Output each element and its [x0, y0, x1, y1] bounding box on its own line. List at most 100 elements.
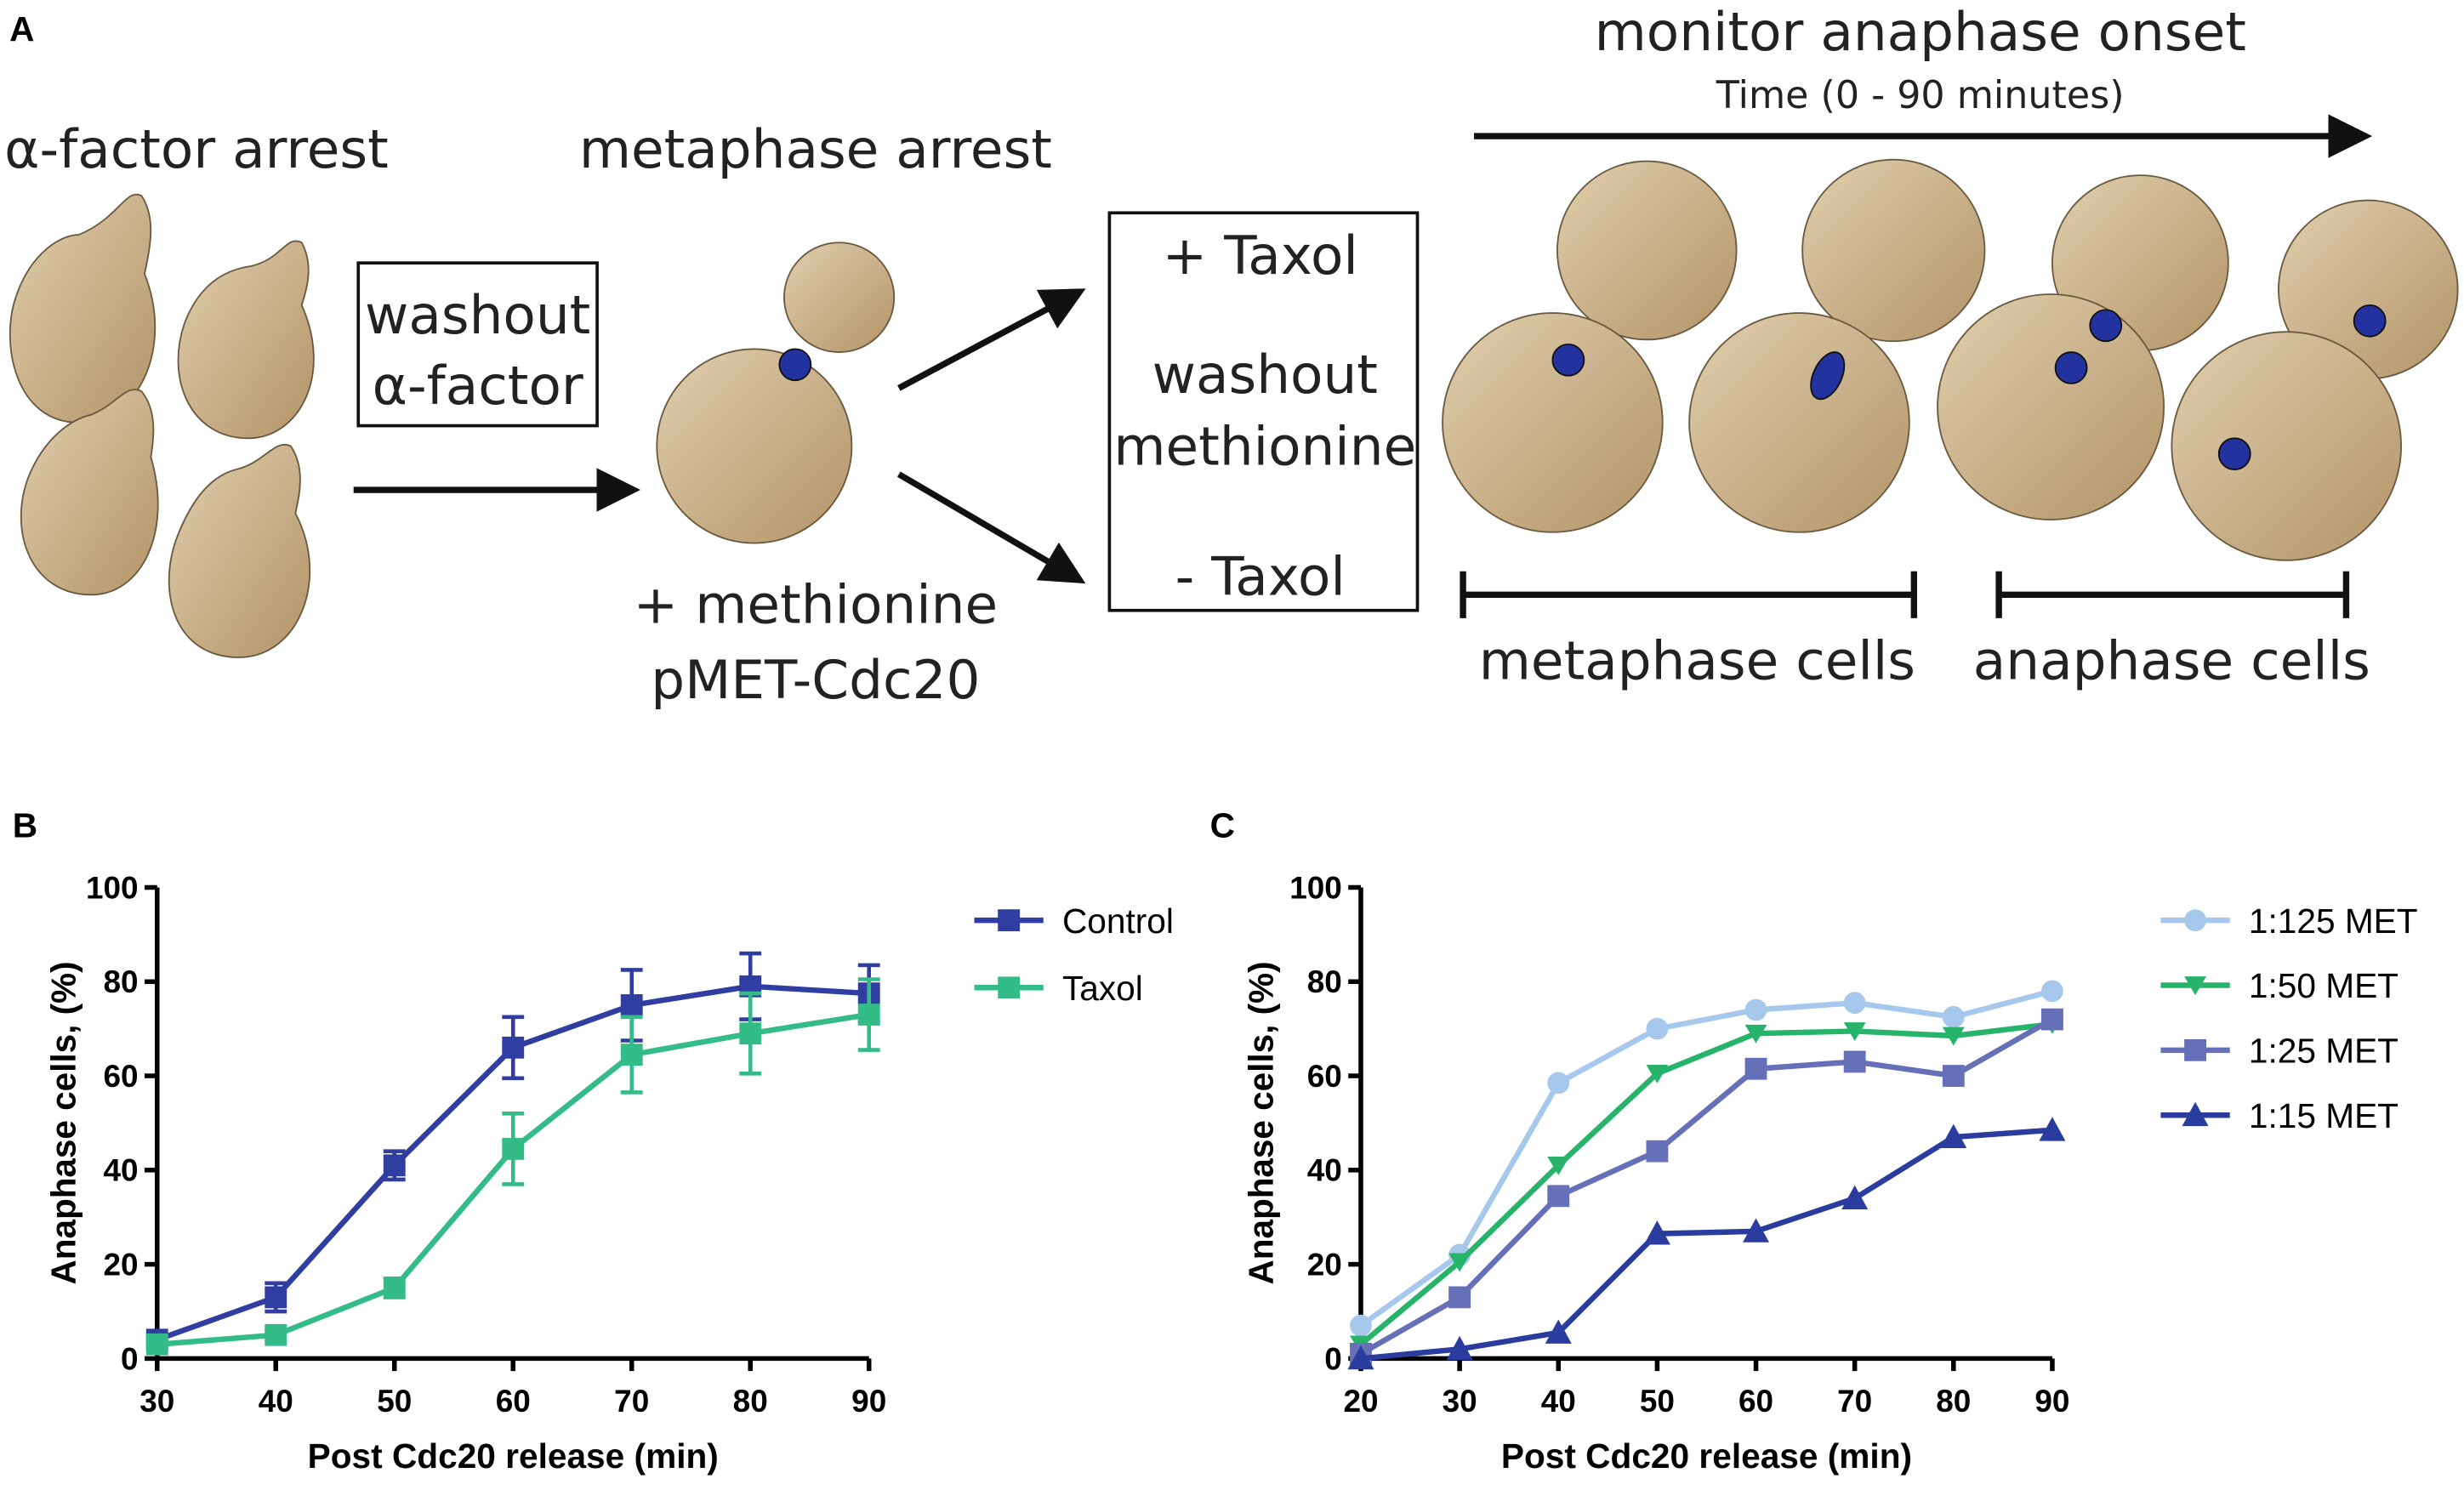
series-line [1359, 988, 2053, 1328]
legend-marker [998, 909, 1021, 931]
y-tick-label: 20 [1307, 1248, 1342, 1282]
box [356, 261, 599, 428]
step-label: metaphase arrest [579, 118, 1052, 180]
marker [620, 994, 643, 1016]
y-tick-label: 80 [104, 964, 139, 999]
cells [1442, 158, 2459, 561]
legend-label: Taxol [1062, 969, 1143, 1008]
bracket [1460, 571, 1918, 618]
marker [1942, 1027, 1965, 1046]
panel-label: A [9, 9, 34, 48]
group-label: anaphase cells [1973, 630, 2370, 692]
y-tick-label: 60 [104, 1059, 139, 1094]
marker [1843, 992, 1866, 1015]
step-label: pMET-Cdc20 [651, 649, 980, 711]
box-text: washout [365, 284, 590, 346]
cell [656, 348, 853, 544]
group-label: metaphase cells [1479, 630, 1915, 692]
marker [145, 1333, 168, 1356]
x-tick-label: 50 [1640, 1384, 1675, 1419]
x-tick-label: 60 [496, 1384, 531, 1419]
legend-label: 1:125 MET [2249, 901, 2418, 941]
series-line [1360, 1127, 2053, 1362]
x-tick-label: 90 [851, 1384, 886, 1419]
x-tick-label: 60 [1738, 1384, 1773, 1419]
marker [1942, 1065, 1965, 1087]
marker [2041, 1008, 2063, 1031]
arrow [896, 471, 1086, 584]
legend-marker [2184, 909, 2206, 931]
x-tick-label: 40 [1541, 1384, 1576, 1419]
marker [502, 1138, 525, 1160]
y-tick-label: 0 [121, 1341, 139, 1376]
panel-a: A α-factor arrest washout α-factor metap… [4, 1, 2459, 711]
y-tick-label: 80 [1307, 964, 1342, 999]
legend-marker [2184, 976, 2206, 996]
legend-label: 1:25 MET [2249, 1032, 2399, 1071]
marker [502, 1036, 525, 1059]
marker [1744, 998, 1767, 1021]
marker [383, 1277, 406, 1299]
box-text: + Taxol [1163, 225, 1358, 287]
y-tick-label: 100 [1289, 870, 1342, 905]
x-axis-label: Post Cdc20 release (min) [308, 1436, 719, 1476]
bracket [1995, 571, 2350, 618]
nucleus [778, 348, 812, 382]
legend-label: Control [1062, 901, 1174, 941]
y-axis-label: Anaphase cells, (%) [44, 961, 83, 1284]
panel-label: B [13, 806, 37, 845]
y-tick-label: 60 [1307, 1059, 1342, 1094]
marker [1545, 1319, 1572, 1344]
marker [1744, 1024, 1767, 1044]
marker [620, 1044, 643, 1066]
x-tick-label: 50 [377, 1384, 412, 1419]
marker [1743, 1218, 1770, 1243]
y-tick-label: 20 [104, 1248, 139, 1282]
marker [265, 1286, 287, 1309]
box-text: methionine [1113, 416, 1416, 478]
y-tick-label: 0 [1324, 1341, 1342, 1376]
panel-label: C [1210, 806, 1235, 845]
time-label: Time (0 - 90 minutes) [1716, 74, 2125, 117]
marker [2041, 980, 2063, 1003]
x-tick-label: 70 [1837, 1384, 1872, 1419]
x-tick-label: 30 [139, 1384, 174, 1419]
y-axis-label: Anaphase cells, (%) [1241, 961, 1280, 1284]
y-tick-label: 40 [1307, 1153, 1342, 1188]
marker [1643, 1220, 1670, 1245]
box-text: α-factor [373, 355, 583, 417]
box-text: washout [1152, 344, 1378, 406]
step-label: α-factor arrest [4, 118, 389, 180]
box [1107, 211, 1420, 612]
legend-marker [2184, 1038, 2206, 1061]
marker [1843, 1050, 1866, 1073]
marker [1547, 1156, 1570, 1175]
marker [1843, 1022, 1866, 1042]
marker [2039, 1117, 2066, 1141]
x-tick-label: 20 [1343, 1384, 1378, 1419]
cell [783, 242, 896, 353]
legend-label: 1:50 MET [2249, 966, 2399, 1005]
marker [1940, 1123, 1967, 1148]
marker [1446, 1335, 1473, 1361]
x-tick-label: 90 [2034, 1384, 2069, 1419]
legend-marker [998, 976, 1021, 999]
marker [857, 1004, 880, 1026]
marker [1744, 1057, 1767, 1080]
shmoo-cells [9, 193, 315, 658]
box-text: - Taxol [1175, 545, 1346, 607]
marker [1547, 1185, 1570, 1208]
marker [1841, 1185, 1869, 1209]
arrow [897, 288, 1086, 391]
marker [265, 1323, 287, 1346]
marker [1350, 1314, 1372, 1337]
y-tick-label: 40 [104, 1153, 139, 1188]
x-tick-label: 80 [1936, 1384, 1971, 1419]
legend-marker [2182, 1101, 2209, 1127]
x-tick-label: 70 [614, 1384, 649, 1419]
marker [383, 1154, 406, 1177]
step-label: monitor anaphase onset [1595, 1, 2246, 63]
marker [739, 1022, 762, 1045]
x-axis-label: Post Cdc20 release (min) [1501, 1436, 1912, 1476]
